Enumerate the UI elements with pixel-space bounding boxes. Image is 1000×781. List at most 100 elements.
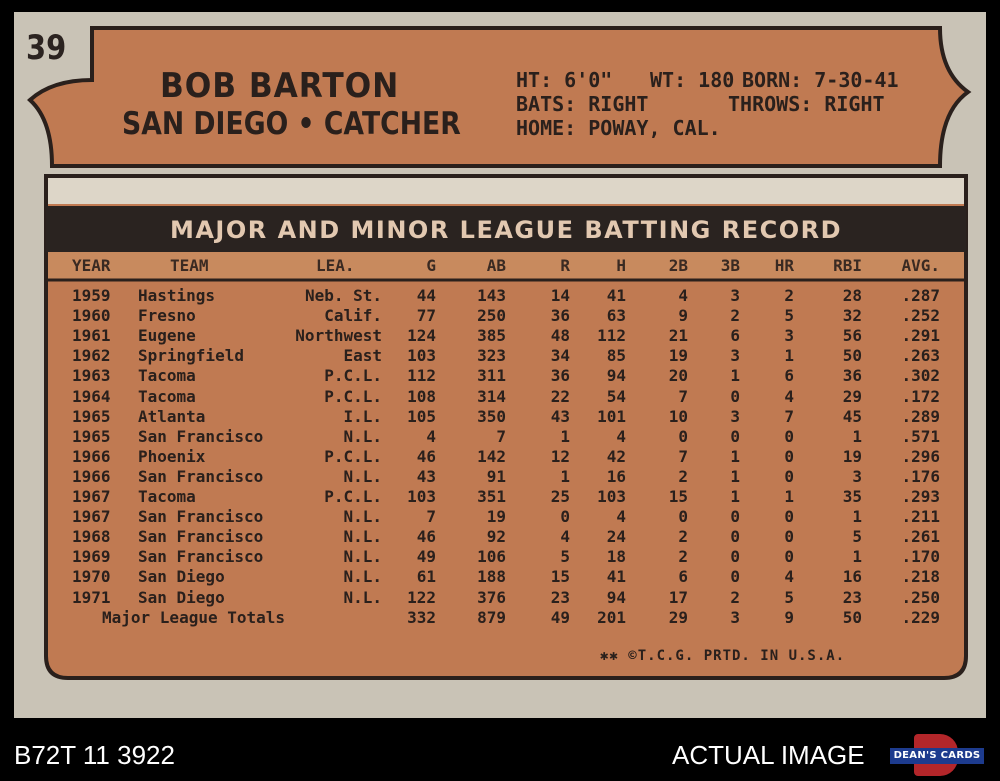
table-cell: 7 (496, 426, 506, 446)
table-cell: 2 (678, 547, 688, 567)
table-row: 1971 San Diego N.L. 122 376 23 94 17 2 5 23 .250 (46, 588, 966, 608)
bio-weight: WT: 180 (650, 68, 735, 92)
table-cell: Northwest (295, 326, 382, 346)
bio-throws: THROWS: RIGHT (728, 92, 885, 116)
col-g: G (426, 256, 436, 275)
totals-cell: 50 (842, 607, 862, 627)
table-cell: P.C.L. (324, 446, 382, 466)
table-cell: 1 (560, 426, 570, 446)
table-cell: 112 (407, 366, 436, 386)
table-cell: 3 (784, 326, 794, 346)
table-cell: East (343, 346, 382, 366)
col-hr: HR (774, 256, 794, 275)
table-cell: 16 (842, 567, 862, 587)
table-cell: 4 (678, 286, 688, 305)
totals-cell: 879 (477, 607, 506, 627)
table-cell: 6 (678, 567, 688, 587)
table-row: 1970 San Diego N.L. 61 188 15 41 6 0 4 16.218 (46, 567, 966, 587)
table-cell: 12 (550, 446, 570, 466)
table-cell: 351 (477, 487, 506, 506)
table-cell: 7 (678, 386, 688, 406)
table-cell: 0 (784, 446, 794, 466)
table-cell: 10 (668, 406, 688, 426)
table-cell: 0 (730, 426, 740, 446)
table-cell: Springfield (138, 346, 244, 366)
table-cell: 46 (416, 446, 436, 466)
table-cell: Tacoma (138, 366, 196, 386)
table-cell: 7 (784, 406, 794, 426)
table-row: 1964 Tacoma P.C.L. 108 314 22 54 7 0 4 29 .172 (46, 387, 966, 407)
table-cell: 41 (606, 567, 626, 587)
table-cell: 143 (477, 286, 506, 305)
table-cell: San Francisco (138, 547, 264, 567)
table-row: 1962 Springfield East 103 323 34 85 19 3 1 50 .263 (46, 346, 966, 366)
table-cell: 21 (668, 326, 688, 346)
table-cell: 36 (842, 366, 862, 386)
table-cell: 108 (407, 386, 436, 406)
table-cell: 103 (407, 346, 436, 366)
table-cell: .293 (901, 487, 940, 506)
table-cell: 122 (407, 587, 436, 607)
table-cell: 23 (842, 587, 862, 607)
table-cell: 1966 (72, 446, 111, 466)
table-cell: 24 (606, 527, 626, 547)
table-cell: 14 (550, 286, 570, 305)
table-cell: .176 (901, 466, 940, 486)
bio-bats: BATS: RIGHT (516, 92, 649, 116)
table-cell: 314 (477, 386, 506, 406)
totals-cell: 49 (550, 607, 570, 627)
table-cell: N.L. (343, 507, 382, 527)
copyright-footer: ✱✱ ©T.C.G. PRTD. IN U.S.A. (600, 648, 846, 664)
table-cell: 36 (550, 366, 570, 386)
table-cell: N.L. (343, 466, 382, 486)
table-cell: 32 (842, 306, 862, 326)
table-cell: 9 (678, 306, 688, 326)
table-cell: 92 (486, 527, 506, 547)
table-cell: 19 (486, 507, 506, 527)
table-cell: 77 (416, 306, 436, 326)
totals-cell: 9 (784, 607, 794, 627)
table-cell: 16 (606, 466, 626, 486)
table-cell: 1970 (72, 567, 111, 587)
table-cell: .302 (901, 366, 940, 386)
table-cell: 45 (842, 406, 862, 426)
table-cell: 1962 (72, 346, 111, 366)
table-cell: 7 (678, 446, 688, 466)
col-rbi: RBI (833, 256, 862, 275)
table-row: 1960 Fresno Calif. 77 250 36 63 9 2 5 32 .252 (46, 306, 966, 326)
table-cell: 29 (842, 386, 862, 406)
table-cell: 56 (842, 326, 862, 346)
table-cell: .170 (901, 547, 940, 567)
table-cell: .291 (901, 326, 940, 346)
table-cell: 0 (784, 507, 794, 527)
table-cell: 94 (606, 587, 626, 607)
table-cell: 85 (606, 346, 626, 366)
table-cell: 20 (668, 366, 688, 386)
table-cell: 0 (730, 527, 740, 547)
table-cell: .172 (901, 386, 940, 406)
table-row: 1967 San Francisco N.L. 7 19 0 4 0 0 0 1 .211 (46, 507, 966, 527)
table-cell: .218 (901, 567, 940, 587)
table-row: 1965 Atlanta I.L. 105 350 43 101 10 3 7 45 .289 (46, 407, 966, 427)
table-cell: 4 (426, 426, 436, 446)
table-cell: 6 (784, 366, 794, 386)
totals-cell: 201 (597, 607, 626, 627)
table-cell: N.L. (343, 527, 382, 547)
table-cell: 7 (426, 507, 436, 527)
table-cell: 0 (730, 547, 740, 567)
totals-cell: 29 (668, 607, 688, 627)
column-headers: YEAR TEAM LEA. G AB R H 2B 3B HR RBI AVG… (46, 256, 966, 276)
bio-height: HT: 6'0" (516, 68, 613, 92)
table-row: 1965 San Francisco N.L. 4 7 1 4 0 0 0 1 .571 (46, 427, 966, 447)
table-cell: 1959 (72, 286, 111, 305)
table-cell: 124 (407, 326, 436, 346)
table-cell: .287 (901, 286, 940, 305)
col-r: R (560, 256, 570, 275)
bio-home: HOME: POWAY, CAL. (516, 116, 721, 140)
table-cell: San Francisco (138, 426, 264, 446)
table-cell: 1 (730, 487, 740, 506)
table-cell: 0 (560, 507, 570, 527)
table-cell: 101 (597, 406, 626, 426)
table-cell: 4 (784, 567, 794, 587)
